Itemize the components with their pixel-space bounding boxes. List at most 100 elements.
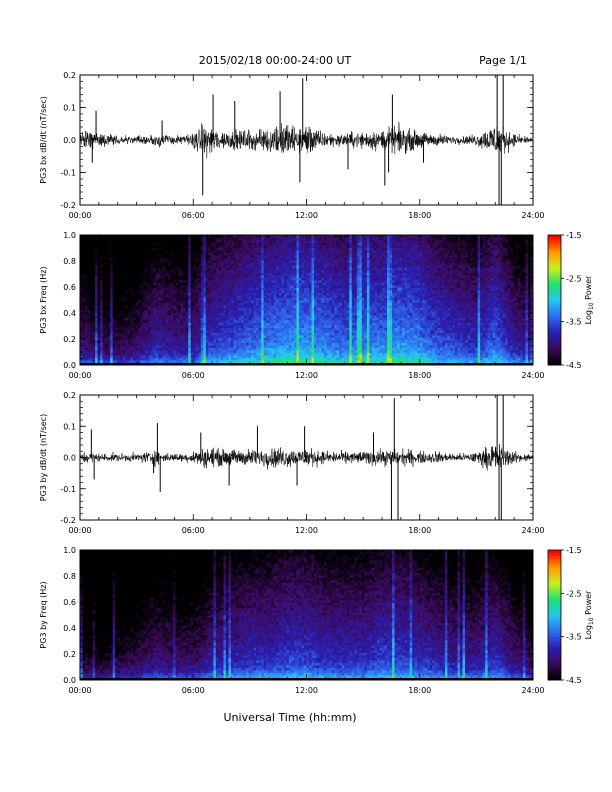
spectrogram-cell: [137, 287, 141, 291]
spectrogram-cell: [208, 237, 212, 241]
spectrogram-cell: [261, 330, 265, 333]
spectrogram-cell: [102, 257, 106, 261]
spectrogram-cell: [210, 297, 214, 301]
spectrogram-cell: [122, 337, 126, 341]
spectrogram-cell: [110, 285, 114, 288]
spectrogram-cell: [213, 310, 217, 313]
spectrogram-cell: [188, 317, 192, 321]
spectrogram-cell: [142, 297, 146, 301]
spectrogram-cell: [92, 355, 96, 358]
spectrogram-cell: [278, 242, 282, 246]
spectrogram-cell: [283, 255, 287, 258]
spectrogram-cell: [296, 270, 300, 273]
spectrogram-cell: [296, 245, 300, 248]
spectrogram-cell: [115, 327, 119, 331]
spectrogram-cell: [82, 340, 86, 343]
spectrogram-cell: [150, 280, 154, 283]
spectrogram-cell: [130, 277, 134, 281]
spectrogram-cell: [273, 270, 277, 273]
spectrogram-cell: [291, 252, 295, 256]
spectrogram-cell: [137, 242, 141, 246]
spectrogram-cell: [276, 240, 280, 243]
spectrogram-cell: [243, 262, 247, 266]
spectrogram-cell: [268, 337, 272, 341]
spectrogram-cell: [147, 265, 151, 268]
spectrogram-cell: [95, 315, 99, 318]
spectrogram-cell: [80, 352, 83, 356]
spectrogram-cell: [147, 360, 151, 363]
spectrogram-cell: [288, 347, 292, 351]
spectrogram-cell: [137, 360, 141, 363]
spectrogram-cell: [198, 320, 202, 323]
spectrogram-cell: [158, 315, 161, 318]
spectrogram-cell: [298, 310, 302, 313]
spectrogram-cell: [253, 317, 257, 321]
spectrogram-cell: [92, 330, 96, 333]
spectrogram-cell: [215, 292, 219, 296]
spectrogram-cell: [236, 262, 239, 266]
spectrogram-cell: [301, 352, 305, 356]
spectrogram-cell: [142, 282, 146, 286]
spectrogram-cell: [140, 237, 144, 241]
spectrogram-cell: [205, 285, 209, 288]
spectrogram-cell: [112, 310, 116, 313]
spectrogram-cell: [190, 300, 194, 303]
spectrogram-cell: [115, 337, 119, 341]
spectrogram-cell: [107, 280, 111, 283]
spectrogram-cell: [107, 357, 111, 361]
spectrogram-cell: [127, 287, 131, 291]
spectrogram-cell: [140, 262, 144, 266]
spectrogram-cell: [125, 337, 129, 341]
spectrogram-cell: [278, 277, 282, 281]
spectrogram-cell: [283, 275, 287, 278]
spectrogram-cell: [92, 247, 96, 251]
spectrogram-cell: [125, 287, 129, 291]
spectrogram-cell: [152, 340, 156, 343]
spectrogram-cell: [127, 355, 131, 358]
spectrogram-cell: [163, 345, 166, 348]
spectrogram-cell: [127, 245, 131, 248]
spectrogram-cell: [311, 352, 315, 356]
spectrogram-cell: [95, 350, 99, 353]
spectrogram-cell: [261, 357, 265, 361]
spectrogram-cell: [225, 300, 229, 303]
spectrogram-cell: [90, 262, 93, 266]
spectrogram-cell: [160, 282, 164, 286]
spectrogram-cell: [165, 257, 169, 261]
spectrogram-cell: [205, 287, 209, 291]
spectrogram-cell: [203, 347, 207, 351]
spectrogram-cell: [301, 330, 305, 333]
spectrogram-cell: [180, 335, 184, 338]
spectrogram-cell: [112, 307, 116, 311]
spectrogram-cell: [82, 352, 86, 356]
spectrogram-cell: [220, 335, 224, 338]
spectrogram-cell: [236, 315, 239, 318]
y-tick-label: -0.2: [60, 201, 76, 210]
spectrogram-cell: [160, 302, 164, 306]
spectrogram-cell: [203, 255, 207, 258]
spectrogram-cell: [142, 260, 146, 263]
spectrogram-cell: [80, 242, 83, 246]
spectrogram-cell: [87, 310, 91, 313]
spectrogram-cell: [205, 240, 209, 243]
spectrogram-cell: [165, 307, 169, 311]
spectrogram-cell: [286, 245, 290, 248]
spectrogram-cell: [95, 245, 99, 248]
spectrogram-cell: [251, 297, 255, 301]
spectrogram-cell: [309, 315, 312, 318]
spectrogram-cell: [175, 300, 179, 303]
spectrogram-cell: [281, 310, 285, 313]
spectrogram-cell: [195, 265, 199, 268]
spectrogram-cell: [158, 347, 161, 351]
spectrogram-cell: [303, 245, 307, 248]
spectrogram-cell: [291, 262, 295, 266]
spectrogram-cell: [132, 285, 136, 288]
spectrogram-cell: [228, 300, 232, 303]
spectrogram-cell: [122, 245, 126, 248]
spectrogram-cell: [90, 257, 93, 261]
spectrogram-cell: [203, 280, 207, 283]
spectrogram-cell: [165, 265, 169, 268]
spectrogram-cell: [180, 337, 184, 341]
spectrogram-cell: [293, 242, 297, 246]
spectrogram-cell: [80, 280, 83, 283]
